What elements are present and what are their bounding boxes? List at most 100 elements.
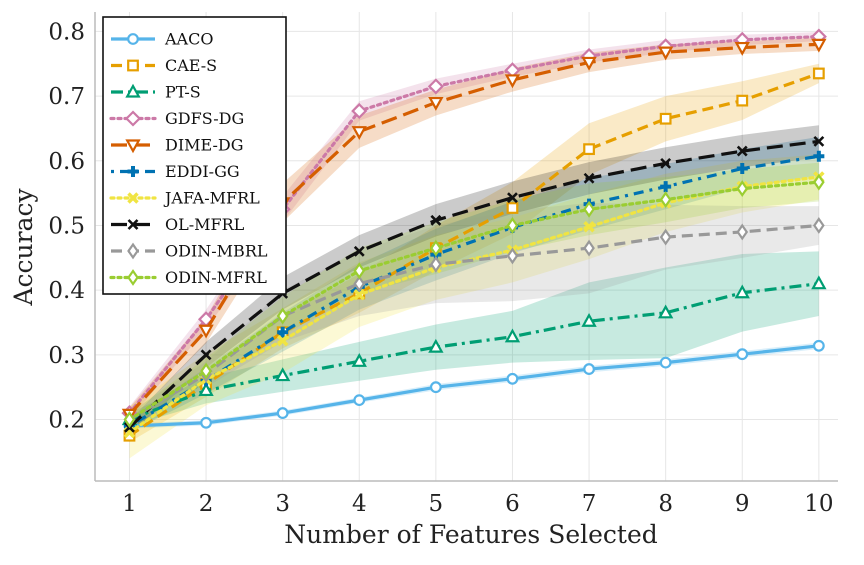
y-axis-title: Accuracy bbox=[9, 188, 38, 307]
point-odin-mfrl bbox=[736, 180, 749, 198]
point-dime-dg bbox=[811, 38, 827, 53]
legend-marker bbox=[127, 269, 139, 286]
line-jafa-mfrl bbox=[127, 175, 821, 435]
point-eddi-gg bbox=[813, 150, 825, 162]
band-eddi-gg bbox=[129, 136, 819, 433]
y-tick-label: 0.3 bbox=[48, 343, 85, 369]
point-dime-dg bbox=[657, 46, 674, 61]
point-cae-s bbox=[812, 67, 825, 80]
x-tick-label: 7 bbox=[582, 491, 597, 517]
point-pt-s bbox=[734, 284, 750, 299]
legend-marker bbox=[127, 59, 139, 72]
point-odin-mbrl bbox=[353, 275, 366, 293]
legend-marker bbox=[124, 110, 142, 127]
legend-entry-ol-mfrl: OL-MFRL bbox=[111, 215, 245, 234]
line-eddi-gg bbox=[128, 154, 820, 428]
point-aaco bbox=[736, 348, 749, 361]
legend-marker bbox=[127, 219, 139, 230]
line-cae-s bbox=[128, 71, 820, 438]
point-dime-dg bbox=[351, 126, 367, 140]
legend-label: JAFA-MFRL bbox=[163, 189, 260, 208]
point-ol-mfrl bbox=[583, 172, 595, 184]
legend: AACO CAE-S PT-S GDFS-DG DIME-DG EDDI-GG JAFA-M… bbox=[102, 16, 287, 295]
legend-entry-cae-s: CAE-S bbox=[111, 56, 217, 75]
band-odin-mbrl bbox=[129, 202, 819, 427]
point-aaco bbox=[659, 356, 672, 369]
axes bbox=[94, 12, 838, 482]
point-aaco bbox=[200, 416, 212, 429]
point-ol-mfrl bbox=[430, 214, 442, 226]
legend-marker bbox=[127, 166, 139, 177]
series-aaco bbox=[123, 339, 825, 432]
point-aaco bbox=[812, 339, 825, 352]
legend-label: ODIN-MFRL bbox=[165, 268, 267, 287]
point-ol-mfrl bbox=[200, 349, 212, 361]
point-odin-mfrl bbox=[276, 307, 289, 325]
point-odin-mfrl bbox=[200, 362, 212, 380]
line-ol-mfrl bbox=[128, 139, 820, 429]
point-aaco bbox=[429, 381, 442, 394]
point-ol-mfrl bbox=[660, 157, 672, 169]
x-tick-label: 9 bbox=[735, 491, 750, 517]
point-aaco bbox=[583, 363, 595, 375]
point-odin-mfrl bbox=[506, 217, 519, 234]
point-dime-dg bbox=[581, 56, 597, 71]
point-eddi-gg bbox=[736, 163, 748, 175]
point-jafa-mfrl bbox=[583, 221, 595, 233]
point-odin-mfrl bbox=[353, 262, 366, 280]
series-odin-mfrl bbox=[123, 173, 825, 428]
point-odin-mbrl bbox=[583, 239, 595, 257]
point-aaco bbox=[506, 372, 519, 385]
point-eddi-gg bbox=[277, 326, 289, 338]
x-tick-label: 3 bbox=[275, 491, 290, 517]
band-cae-s bbox=[129, 63, 819, 443]
y-tick-label: 0.4 bbox=[48, 278, 85, 304]
point-cae-s bbox=[736, 94, 749, 107]
legend-entry-dime-dg: DIME-DG bbox=[111, 136, 244, 155]
point-odin-mfrl bbox=[430, 239, 442, 257]
x-tick-label: 10 bbox=[804, 491, 833, 517]
legend-marker bbox=[127, 242, 139, 260]
point-cae-s bbox=[506, 202, 519, 214]
y-tick-label: 0.7 bbox=[48, 84, 85, 110]
line-pt-s bbox=[128, 282, 820, 422]
point-odin-mfrl bbox=[659, 191, 672, 209]
legend-entry-aaco: AACO bbox=[111, 30, 213, 49]
point-odin-mbrl bbox=[430, 255, 442, 273]
point-pt-s bbox=[581, 312, 597, 327]
point-aaco bbox=[276, 407, 289, 419]
point-dime-dg bbox=[504, 74, 521, 89]
y-tick-label: 0.6 bbox=[48, 149, 85, 175]
legend-entry-gdfs-dg: GDFS-DG bbox=[109, 109, 244, 128]
legend-entry-pt-s: PT-S bbox=[111, 83, 201, 102]
point-odin-mbrl bbox=[736, 223, 749, 241]
legend-marker bbox=[125, 83, 141, 98]
point-dime-dg bbox=[428, 96, 444, 111]
point-odin-mbrl bbox=[659, 228, 672, 246]
tick-labels: 1 2 3 4 5 6 7 8 9 10 0.2 0.3 0.4 0.5 0.6 0.7 0.8 bbox=[48, 19, 833, 517]
legend-entry-odin-mfrl: ODIN-MFRL bbox=[109, 268, 267, 287]
band-jafa-mfrl bbox=[129, 154, 819, 459]
point-pt-s bbox=[351, 353, 367, 367]
point-odin-mfrl bbox=[813, 173, 825, 191]
point-dime-dg bbox=[198, 324, 214, 339]
y-tick-label: 0.8 bbox=[48, 19, 85, 45]
legend-entry-eddi-gg: EDDI-GG bbox=[111, 162, 240, 181]
x-tick-label: 5 bbox=[429, 491, 444, 517]
legend-label: CAE-S bbox=[165, 56, 217, 75]
point-gdfs-dg bbox=[427, 78, 444, 95]
point-odin-mfrl bbox=[123, 411, 136, 428]
point-cae-s bbox=[583, 143, 595, 156]
legend-label: OL-MFRL bbox=[165, 215, 245, 234]
x-tick-label: 4 bbox=[352, 491, 367, 517]
legend-marker bbox=[127, 192, 139, 204]
point-jafa-mfrl bbox=[353, 288, 366, 301]
x-tick-label: 6 bbox=[505, 491, 520, 517]
legend-label: GDFS-DG bbox=[165, 109, 244, 128]
line-odin-mfrl bbox=[127, 180, 821, 422]
legend-label: PT-S bbox=[165, 83, 201, 102]
x-tick-label: 8 bbox=[658, 491, 673, 517]
point-eddi-gg bbox=[660, 181, 672, 193]
point-ol-mfrl bbox=[736, 145, 748, 157]
